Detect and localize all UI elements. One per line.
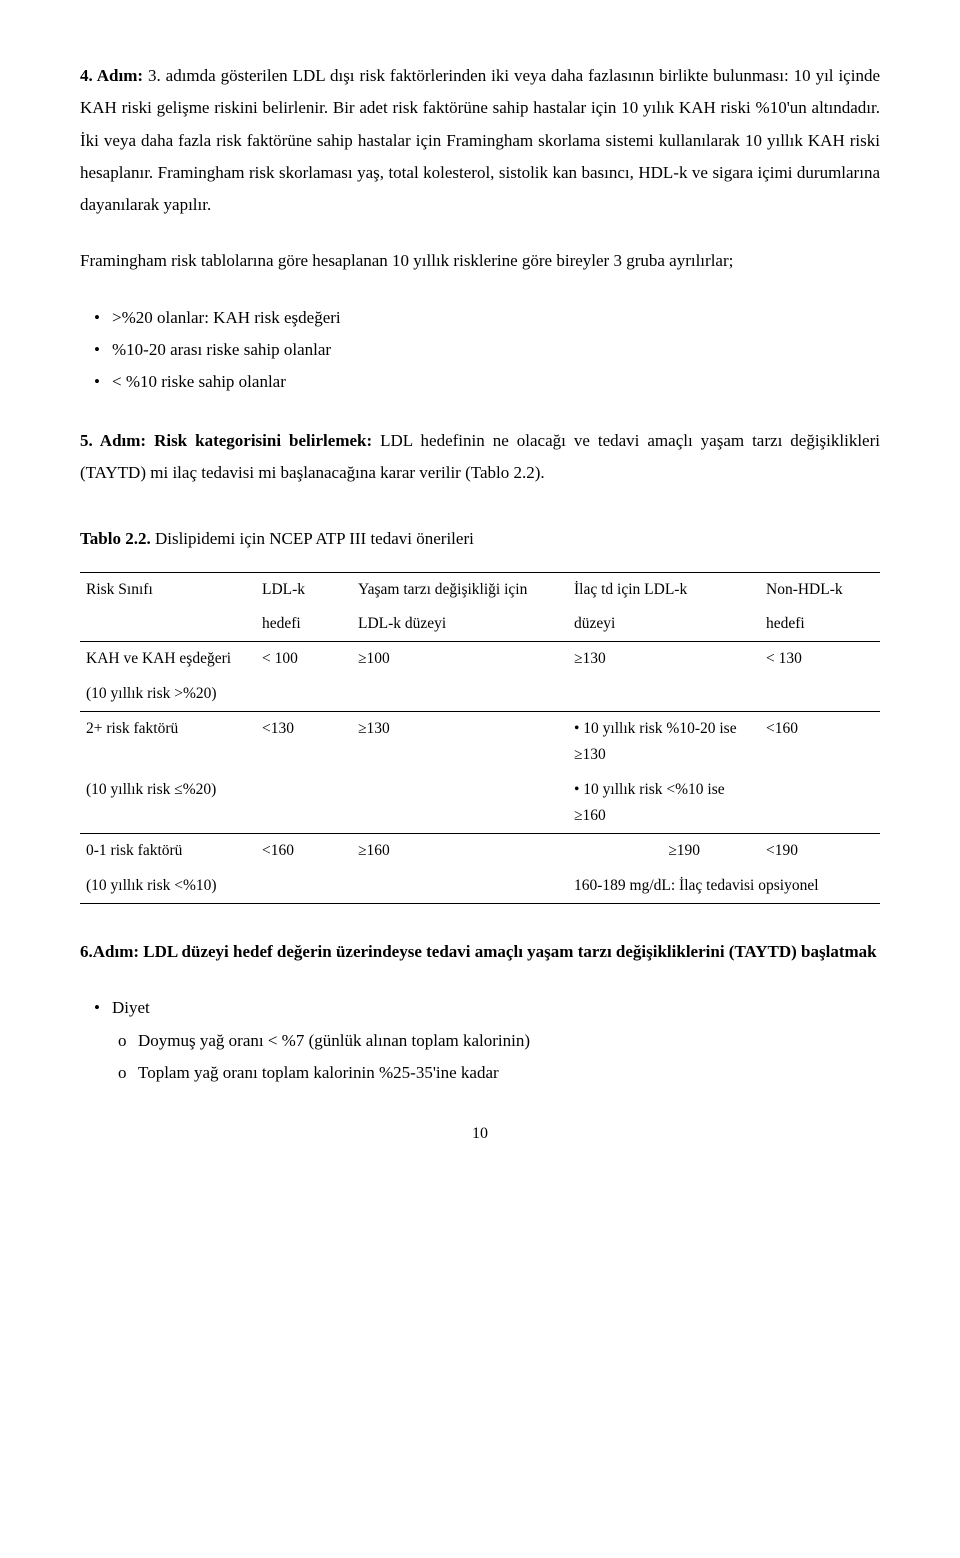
th-lifestyle2: LDL-k düzeyi bbox=[352, 607, 568, 642]
risk-group-list: >%20 olanlar: KAH risk eşdeğeri %10-20 a… bbox=[80, 302, 880, 399]
table-row: (10 yıllık risk <%10) 160-189 mg/dL: İla… bbox=[80, 869, 880, 904]
table-row: (10 yıllık risk ≤%20) • 10 yıllık risk <… bbox=[80, 773, 880, 834]
cell-lifestyle: ≥100 bbox=[352, 642, 568, 677]
th-drug-ldl: İlaç td için LDL-k bbox=[568, 572, 760, 607]
table-title: Tablo 2.2. Dislipidemi için NCEP ATP III… bbox=[80, 523, 880, 555]
th-lifestyle: Yaşam tarzı değişikliği için bbox=[352, 572, 568, 607]
diet-list: Diyet Doymuş yağ oranı < %7 (günlük alın… bbox=[80, 992, 880, 1089]
cell-drug-line2: • 10 yıllık risk <%10 ise ≥160 bbox=[568, 773, 760, 834]
cell-risk-class: KAH ve KAH eşdeğeri bbox=[80, 642, 256, 677]
cell-drug-line1: • 10 yıllık risk %10-20 ise ≥130 bbox=[568, 711, 760, 772]
list-item: Toplam yağ oranı toplam kalorinin %25-35… bbox=[134, 1057, 880, 1089]
cell-drug-line1: ≥190 bbox=[568, 834, 760, 869]
list-item: < %10 riske sahip olanlar bbox=[108, 366, 880, 398]
cell-ldl: <130 bbox=[256, 711, 352, 772]
cell-risk-class-sub: (10 yıllık risk >%20) bbox=[80, 677, 256, 712]
th-nonhdl2: hedefi bbox=[760, 607, 880, 642]
paragraph-step6: 6.Adım: LDL düzeyi hedef değerin üzerind… bbox=[80, 936, 880, 968]
cell-lifestyle: ≥130 bbox=[352, 711, 568, 772]
th-blank bbox=[80, 607, 256, 642]
cell-risk-class-sub: (10 yıllık risk ≤%20) bbox=[80, 773, 256, 834]
paragraph-framingham-groups: Framingham risk tablolarına göre hesapla… bbox=[80, 245, 880, 277]
cell-lifestyle: ≥160 bbox=[352, 834, 568, 869]
paragraph-step5: 5. Adım: Risk kategorisini belirlemek: L… bbox=[80, 425, 880, 490]
table-caption: Dislipidemi için NCEP ATP III tedavi öne… bbox=[151, 529, 474, 548]
step4-label: 4. Adım: bbox=[80, 66, 143, 85]
cell-drug: ≥130 bbox=[568, 642, 760, 677]
diet-label: Diyet bbox=[112, 998, 150, 1017]
cell-nonhdl: <190 bbox=[760, 834, 880, 869]
table-number: Tablo 2.2. bbox=[80, 529, 151, 548]
list-item: >%20 olanlar: KAH risk eşdeğeri bbox=[108, 302, 880, 334]
diet-sublist: Doymuş yağ oranı < %7 (günlük alınan top… bbox=[112, 1025, 880, 1090]
th-risk-class: Risk Sınıfı bbox=[80, 572, 256, 607]
list-item: Doymuş yağ oranı < %7 (günlük alınan top… bbox=[134, 1025, 880, 1057]
table-row: KAH ve KAH eşdeğeri < 100 ≥100 ≥130 < 13… bbox=[80, 642, 880, 677]
table-row: 2+ risk faktörü <130 ≥130 • 10 yıllık ri… bbox=[80, 711, 880, 772]
table-row: 0-1 risk faktörü <160 ≥160 ≥190 <190 bbox=[80, 834, 880, 869]
cell-nonhdl: <160 bbox=[760, 711, 880, 772]
table-header-row1: Risk Sınıfı LDL-k Yaşam tarzı değişikliğ… bbox=[80, 572, 880, 607]
risk-table: Risk Sınıfı LDL-k Yaşam tarzı değişikliğ… bbox=[80, 572, 880, 904]
cell-risk-class: 2+ risk faktörü bbox=[80, 711, 256, 772]
th-ldl-target: LDL-k bbox=[256, 572, 352, 607]
paragraph-step4: 4. Adım: 3. adımda gösterilen LDL dışı r… bbox=[80, 60, 880, 221]
cell-ldl: <160 bbox=[256, 834, 352, 869]
th-ldl-target2: hedefi bbox=[256, 607, 352, 642]
table-header-row2: hedefi LDL-k düzeyi düzeyi hedefi bbox=[80, 607, 880, 642]
page-number: 10 bbox=[80, 1119, 880, 1149]
step5-label: 5. Adım: Risk kategorisini belirlemek: bbox=[80, 431, 372, 450]
cell-risk-class: 0-1 risk faktörü bbox=[80, 834, 256, 869]
list-item: %10-20 arası riske sahip olanlar bbox=[108, 334, 880, 366]
cell-drug-line2: 160-189 mg/dL: İlaç tedavisi opsiyonel bbox=[568, 869, 880, 904]
cell-risk-class-sub: (10 yıllık risk <%10) bbox=[80, 869, 256, 904]
list-item-diet: Diyet Doymuş yağ oranı < %7 (günlük alın… bbox=[108, 992, 880, 1089]
th-nonhdl: Non-HDL-k bbox=[760, 572, 880, 607]
step4-text: 3. adımda gösterilen LDL dışı risk faktö… bbox=[80, 66, 880, 214]
cell-nonhdl: < 130 bbox=[760, 642, 880, 677]
th-drug2: düzeyi bbox=[568, 607, 760, 642]
table-row: (10 yıllık risk >%20) bbox=[80, 677, 880, 712]
cell-ldl: < 100 bbox=[256, 642, 352, 677]
